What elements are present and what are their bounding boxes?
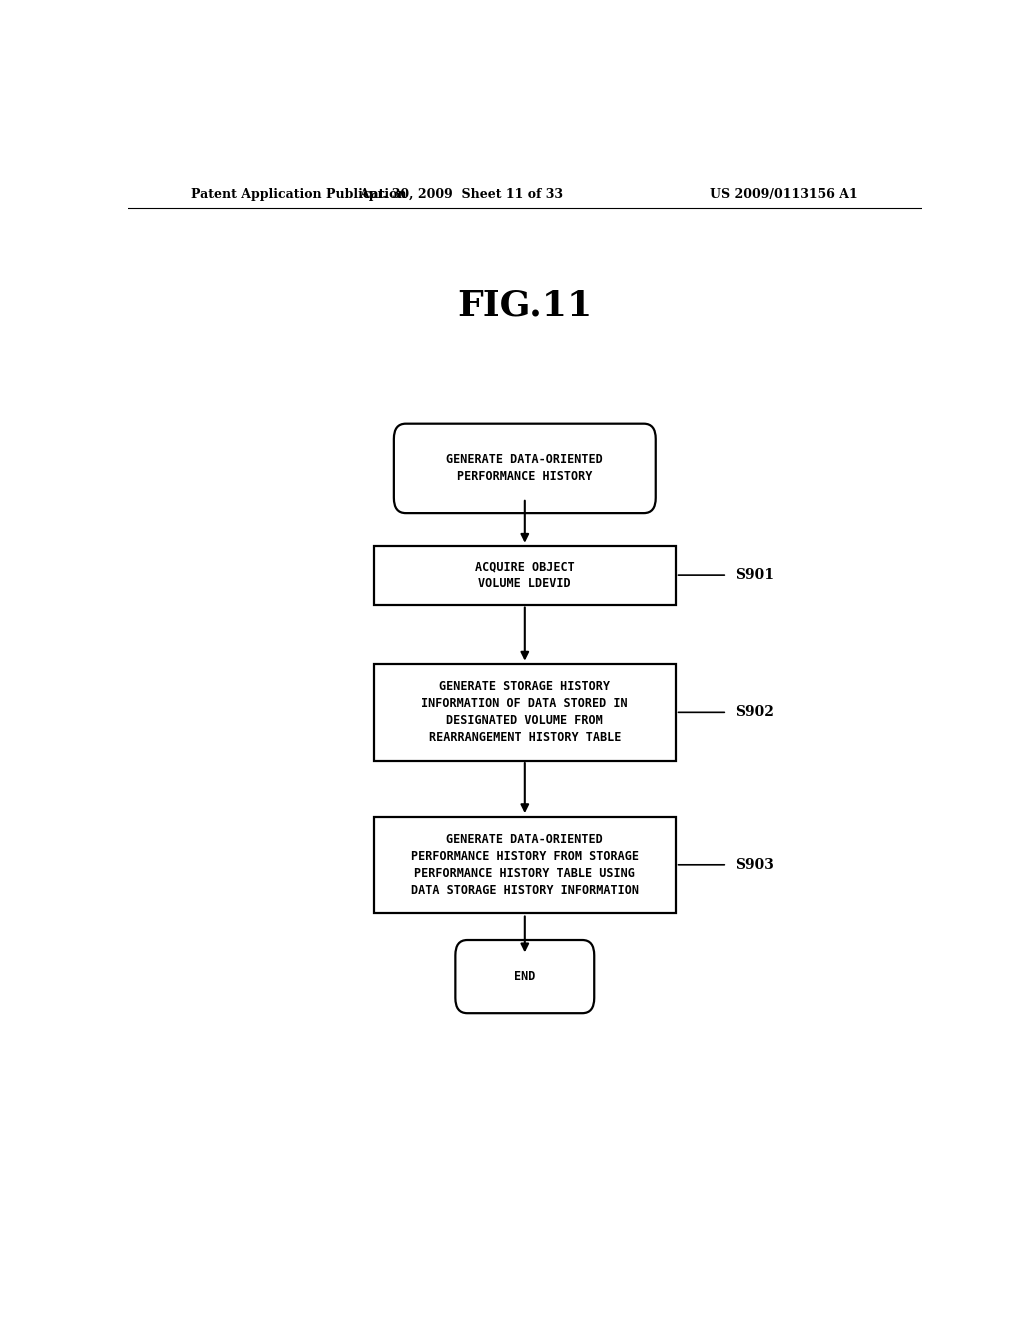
Text: Apr. 30, 2009  Sheet 11 of 33: Apr. 30, 2009 Sheet 11 of 33 (359, 189, 563, 202)
Text: S902: S902 (735, 705, 774, 719)
Text: GENERATE STORAGE HISTORY
INFORMATION OF DATA STORED IN
DESIGNATED VOLUME FROM
RE: GENERATE STORAGE HISTORY INFORMATION OF … (422, 680, 628, 744)
Text: ACQUIRE OBJECT
VOLUME LDEVID: ACQUIRE OBJECT VOLUME LDEVID (475, 560, 574, 590)
FancyBboxPatch shape (456, 940, 594, 1014)
Bar (374, 664, 676, 760)
Text: END: END (514, 970, 536, 983)
Text: FIG.11: FIG.11 (457, 289, 593, 323)
Bar (374, 817, 676, 913)
Text: S901: S901 (735, 568, 774, 582)
Text: GENERATE DATA-ORIENTED
PERFORMANCE HISTORY FROM STORAGE
PERFORMANCE HISTORY TABL: GENERATE DATA-ORIENTED PERFORMANCE HISTO… (411, 833, 639, 896)
Text: S903: S903 (735, 858, 774, 871)
Text: GENERATE DATA-ORIENTED
PERFORMANCE HISTORY: GENERATE DATA-ORIENTED PERFORMANCE HISTO… (446, 453, 603, 483)
FancyBboxPatch shape (394, 424, 655, 513)
Text: Patent Application Publication: Patent Application Publication (191, 189, 407, 202)
Bar (374, 545, 676, 605)
Text: US 2009/0113156 A1: US 2009/0113156 A1 (711, 189, 858, 202)
